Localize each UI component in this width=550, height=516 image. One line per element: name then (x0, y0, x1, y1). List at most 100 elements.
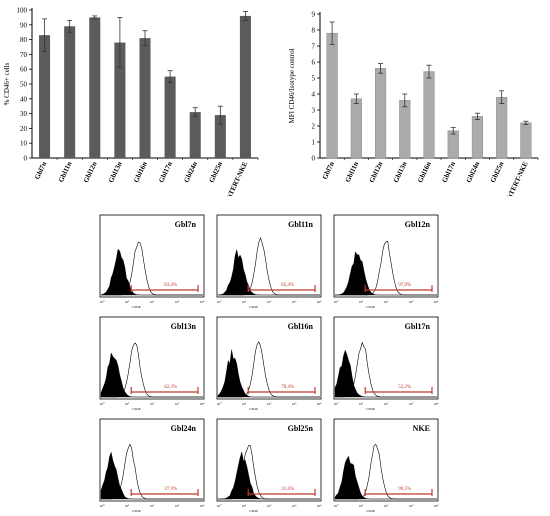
gate-percent: 37,9% (164, 487, 177, 492)
bar (189, 112, 201, 158)
x-axis-label: CD46 (249, 305, 258, 309)
y-tick-label: 2 (312, 123, 316, 131)
cd46-percent-chart: 0 10 20 30 40 50 60 70 80 90 100 % CD46+ cells Gbl7n… (3, 7, 259, 196)
panel-title: Gbl17n (405, 322, 431, 331)
y-tick-label: 90 (20, 21, 28, 29)
x-tick-label: Gbl24n (182, 160, 199, 184)
y-tick-label: 10 (20, 140, 28, 148)
x-tick-label: hTERT-NKE (506, 160, 530, 196)
y-tick-label: 7 (312, 43, 316, 51)
gate-percent: 31,6% (281, 487, 294, 492)
x-tick-label: Gbl12n (82, 160, 99, 184)
gate-percent: 78,4% (281, 385, 294, 390)
y-tick-label: 5 (312, 75, 316, 83)
x-axis-label: CD46 (366, 305, 375, 309)
facs-panel: 31,6% Gbl25n 10⁰ 10¹ 10² 10³ 10⁴ CD46 (217, 418, 323, 513)
x-tick-label: Gbl11n (344, 160, 361, 183)
cd46-histogram (101, 342, 203, 398)
x-tick-label: 10⁴ (200, 402, 206, 406)
x-tick-label: 10⁴ (317, 504, 323, 508)
bar (447, 130, 459, 159)
facs-histogram-grid: 83,4% Gbl7n 10⁰ 10¹ 10² 10³ 10⁴ CD46 85,4% Gbl11n… (100, 214, 440, 513)
x-tick-label: 10⁴ (434, 402, 440, 406)
x-tick-label: 10² (267, 402, 272, 406)
panel-title: NKE (413, 424, 430, 433)
x-tick-label: 10³ (292, 300, 297, 304)
x-tick-label: 10⁴ (200, 300, 206, 304)
gate-percent: 97,9% (398, 283, 411, 288)
bar (423, 71, 435, 159)
x-tick-label: 10² (150, 504, 155, 508)
y-tick-label: 1 (312, 139, 316, 147)
x-tick-label: Gbl17n (440, 160, 457, 184)
x-tick-label: 10⁴ (317, 402, 323, 406)
x-tick-label: Gbl7n (33, 160, 48, 180)
bar (164, 76, 176, 158)
x-tick-label: 10³ (409, 504, 414, 508)
x-tick-label: 10² (150, 402, 155, 406)
x-axis-label: CD46 (249, 407, 258, 411)
x-tick-label: Gbl16n (132, 160, 149, 184)
panel-title: Gbl12n (405, 220, 431, 229)
y-tick-label: 0 (312, 155, 316, 163)
x-tick-label: 10⁰ (217, 402, 223, 406)
x-tick-label: 10⁴ (200, 504, 206, 508)
panel-title: Gbl16n (288, 322, 314, 331)
x-tick-label: 10¹ (125, 504, 130, 508)
y-tick-label: 9 (312, 11, 316, 19)
x-tick-label: 10³ (175, 504, 180, 508)
x-tick-label: 10⁴ (317, 300, 323, 304)
x-tick-label: 10¹ (125, 300, 130, 304)
x-tick-label: 10² (267, 300, 272, 304)
facs-panel: 97,9% Gbl12n 10⁰ 10¹ 10² 10³ 10⁴ CD46 (334, 214, 440, 309)
x-tick-label: 10³ (292, 402, 297, 406)
x-axis-label: CD46 (366, 509, 375, 513)
y-tick-label: 6 (312, 59, 316, 67)
cd46-mfi-chart: 0 1 2 3 4 5 6 7 8 9 MFI CD46/Isotype control Gbl7n G… (288, 11, 539, 196)
x-tick-label: 10² (384, 300, 389, 304)
facs-panel: 53,2% Gbl17n 10⁰ 10¹ 10² 10³ 10⁴ CD46 (334, 316, 440, 411)
x-tick-label: 10⁰ (217, 504, 223, 508)
x-tick-label: 10⁴ (434, 300, 440, 304)
x-tick-label: Gbl13n (392, 160, 409, 184)
cd46-histogram (335, 443, 437, 500)
bar (350, 98, 362, 159)
x-tick-label: Gbl11n (57, 160, 74, 183)
gate-percent: 83,4% (164, 283, 177, 288)
x-tick-label: Gbl25n (489, 160, 506, 184)
gate-percent: 99,5% (398, 487, 411, 492)
facs-panel: 99,5% NKE 10⁰ 10¹ 10² 10³ 10⁴ CD46 (334, 418, 440, 513)
x-axis-label: CD46 (132, 407, 141, 411)
panel-title: Gbl24n (171, 424, 197, 433)
x-tick-label: 10³ (292, 504, 297, 508)
bar (520, 122, 532, 159)
panel-title: Gbl7n (175, 220, 197, 229)
x-tick-label: 10¹ (242, 300, 247, 304)
y-tick-label: 20 (20, 125, 28, 133)
x-tick-label: 10⁰ (334, 504, 340, 508)
panel-title: Gbl13n (171, 322, 197, 331)
cd46-histogram (218, 444, 320, 500)
bar (39, 35, 51, 158)
y-tick-label: 60 (20, 66, 28, 74)
x-tick-label: 10² (150, 300, 155, 304)
x-tick-label: 10¹ (359, 300, 364, 304)
x-tick-label: 10⁰ (100, 402, 106, 406)
y-axis-label: % CD46+ cells (3, 62, 11, 105)
x-tick-label: 10⁰ (334, 402, 340, 406)
y-tick-label: 80 (20, 36, 28, 44)
x-tick-label: 10⁴ (434, 504, 440, 508)
x-tick-label: 10² (384, 504, 389, 508)
x-tick-label: 10¹ (359, 402, 364, 406)
bar (399, 100, 411, 159)
bar (471, 116, 484, 159)
x-tick-label: 10³ (175, 300, 180, 304)
facs-panel: 37,9% Gbl24n 10⁰ 10¹ 10² 10³ 10⁴ CD46 (100, 418, 206, 513)
x-tick-label: 10¹ (359, 504, 364, 508)
bar (64, 26, 76, 159)
x-tick-label: 10¹ (242, 504, 247, 508)
bar (214, 115, 226, 158)
panel-title: Gbl25n (288, 424, 314, 433)
x-tick-label: 10³ (175, 402, 180, 406)
bar (89, 17, 101, 159)
